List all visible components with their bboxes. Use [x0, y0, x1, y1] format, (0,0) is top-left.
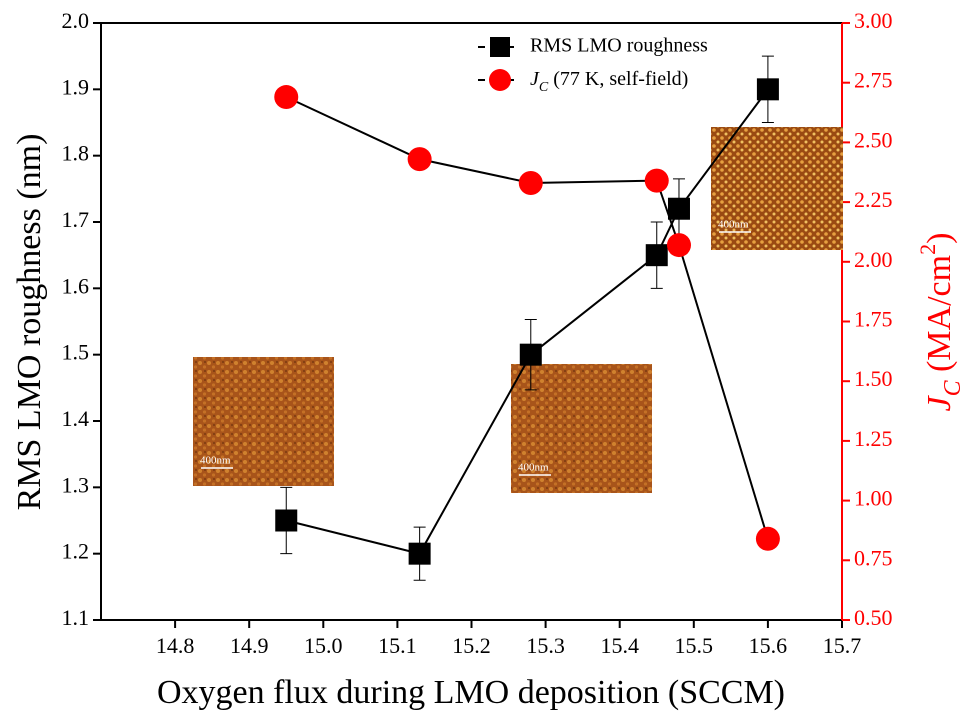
y2-tick-label: 2.50: [854, 127, 893, 152]
y-tick-label: 1.9: [62, 74, 90, 99]
scale-bar-label: 400nm: [200, 455, 231, 467]
legend-label: RMS LMO roughness: [530, 35, 708, 57]
x-tick-label: 15.0: [304, 633, 343, 658]
y2-tick-label: 2.00: [854, 247, 893, 272]
y-tick-label: 1.2: [62, 539, 90, 564]
x-tick-label: 14.9: [230, 633, 269, 658]
y2-tick-label: 2.25: [854, 187, 893, 212]
y2-tick-label: 1.25: [854, 426, 893, 451]
x-tick-label: 15.2: [452, 633, 491, 658]
point: [667, 233, 691, 257]
legend-marker: [490, 37, 510, 57]
y2-tick-label: 0.50: [854, 605, 893, 630]
point: [757, 78, 779, 100]
scale-bar-label: 400nm: [518, 462, 549, 474]
y-tick-label: 2.0: [62, 8, 90, 33]
y2-axis-title: JC (MA/cm2): [915, 233, 967, 412]
y2-tick-label: 1.75: [854, 307, 893, 332]
y2-tick-label: 1.00: [854, 486, 893, 511]
point: [756, 527, 780, 551]
legend-label: JC (77 K, self-field): [530, 68, 688, 95]
chart: Oxygen flux during LMO deposition (SCCM)…: [0, 0, 967, 714]
y-tick-label: 1.6: [62, 273, 90, 298]
x-tick-label: 15.7: [823, 633, 862, 658]
x-tick-label: 14.8: [156, 633, 195, 658]
afm-image: [511, 364, 652, 493]
y-tick-label: 1.5: [62, 340, 90, 365]
point: [409, 543, 431, 565]
x-tick-label: 15.3: [526, 633, 565, 658]
point: [520, 344, 542, 366]
point: [645, 169, 669, 193]
y-tick-label: 1.1: [62, 605, 90, 630]
point: [646, 244, 668, 266]
y2-tick-label: 2.75: [854, 68, 893, 93]
x-axis-title: Oxygen flux during LMO deposition (SCCM): [157, 674, 785, 711]
point: [519, 171, 543, 195]
point: [275, 510, 297, 532]
y-tick-label: 1.8: [62, 141, 90, 166]
point: [408, 147, 432, 171]
y-tick-label: 1.4: [62, 406, 90, 431]
y-axis-title: RMS LMO roughness (nm): [11, 134, 48, 511]
y2-tick-label: 3.00: [854, 8, 893, 33]
x-tick-label: 15.4: [600, 633, 639, 658]
x-tick-label: 15.1: [378, 633, 417, 658]
point: [274, 85, 298, 109]
scale-bar-label: 400nm: [718, 219, 749, 231]
x-tick-label: 15.5: [675, 633, 714, 658]
x-tick-label: 15.6: [749, 633, 788, 658]
y-tick-label: 1.3: [62, 472, 90, 497]
point: [668, 198, 690, 220]
y2-tick-label: 1.50: [854, 366, 893, 391]
legend-marker: [489, 69, 511, 91]
y-tick-label: 1.7: [62, 207, 90, 232]
y2-tick-label: 0.75: [854, 545, 893, 570]
afm-image: [193, 357, 334, 486]
